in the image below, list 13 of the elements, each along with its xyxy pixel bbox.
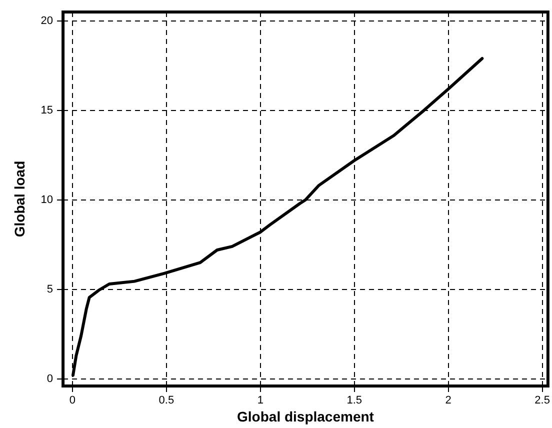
- x-axis-title: Global displacement: [237, 408, 374, 424]
- y-tick-label: 15: [40, 104, 54, 116]
- y-tick-label: 5: [46, 283, 54, 296]
- y-tick-label: 10: [40, 194, 54, 206]
- x-tick-label: 2: [445, 394, 452, 407]
- y-tick-label: 20: [40, 14, 54, 27]
- x-tick-label: 0: [69, 394, 76, 407]
- x-tick-label: 2.5: [534, 394, 550, 407]
- x-tick-label: 1: [257, 394, 264, 407]
- y-tick-label: 0: [46, 372, 54, 385]
- x-tick-label: 1.5: [346, 394, 362, 407]
- x-tick-label: 0.5: [158, 394, 174, 407]
- y-axis-title: Global load: [11, 160, 28, 238]
